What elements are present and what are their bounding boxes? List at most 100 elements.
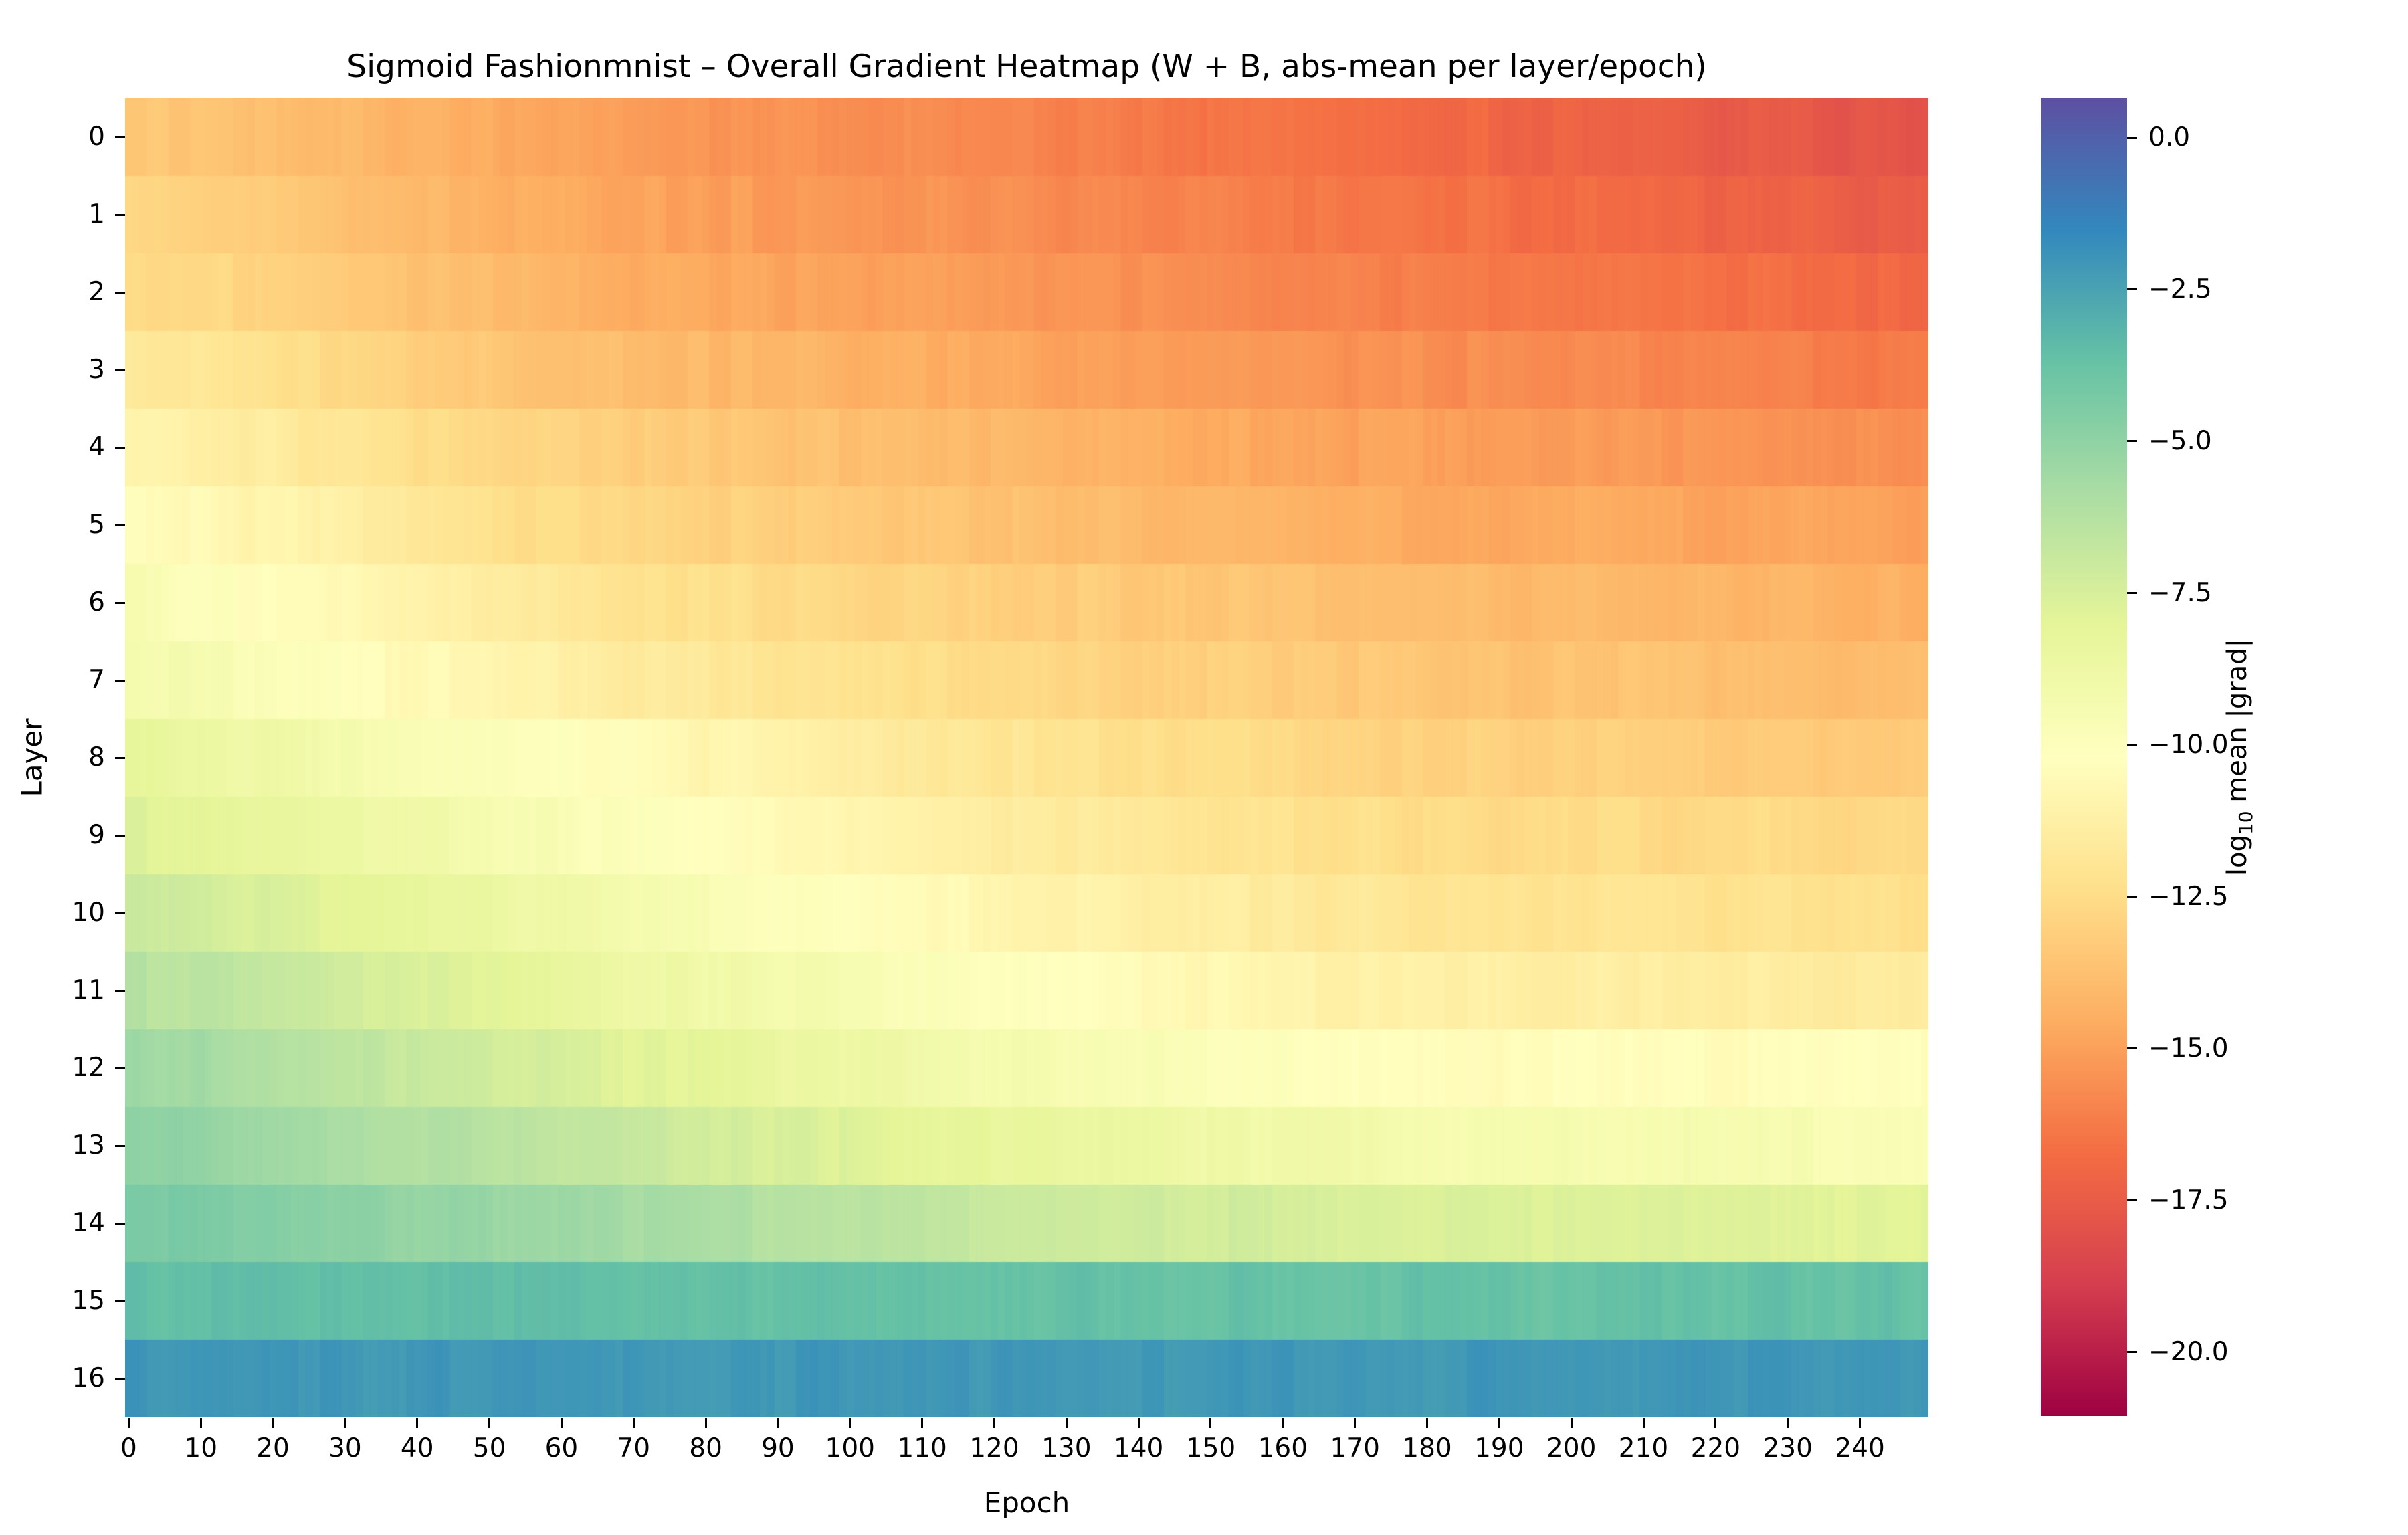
y-tick-label: 8 (88, 742, 105, 773)
x-tick-label: 210 (1618, 1433, 1669, 1463)
x-tick-mark (1065, 1418, 1068, 1428)
colorbar-label-subscript: 10 (2235, 811, 2257, 835)
x-tick-mark (416, 1418, 419, 1428)
y-axis-label-text: Layer (15, 718, 49, 797)
colorbar-tick-label: −10.0 (2148, 729, 2229, 760)
colorbar (2041, 98, 2127, 1416)
x-tick-mark (849, 1418, 851, 1428)
y-tick-mark (115, 912, 125, 914)
y-tick-mark (115, 369, 125, 371)
x-tick-label: 70 (617, 1433, 651, 1463)
y-tick-mark (115, 1377, 125, 1380)
x-tick-label: 230 (1763, 1433, 1813, 1463)
x-tick-mark (1642, 1418, 1645, 1428)
colorbar-tick-label: −7.5 (2148, 577, 2212, 608)
x-tick-label: 50 (472, 1433, 506, 1463)
y-tick-label: 9 (88, 820, 105, 850)
x-tick-label: 130 (1041, 1433, 1092, 1463)
y-tick-label: 15 (72, 1286, 105, 1316)
colorbar-tick-label: −20.0 (2148, 1336, 2229, 1367)
heatmap-canvas (125, 98, 1928, 1417)
colorbar-tick-label: 0.0 (2148, 122, 2191, 152)
x-axis-label: Epoch (983, 1486, 1070, 1519)
y-tick-mark (115, 601, 125, 604)
y-tick-mark (115, 756, 125, 759)
x-tick-label: 170 (1330, 1433, 1380, 1463)
x-tick-label: 0 (120, 1433, 137, 1463)
y-tick-label: 12 (72, 1053, 105, 1083)
colorbar-tick-mark (2127, 1047, 2137, 1050)
x-tick-mark (632, 1418, 635, 1428)
colorbar-tick-mark (2127, 136, 2137, 139)
x-tick-label: 40 (400, 1433, 434, 1463)
y-tick-mark (115, 291, 125, 294)
y-tick-mark (115, 446, 125, 449)
x-tick-label: 30 (328, 1433, 362, 1463)
y-tick-mark (115, 834, 125, 837)
x-tick-mark (344, 1418, 346, 1428)
x-tick-mark (199, 1418, 202, 1428)
x-tick-mark (272, 1418, 274, 1428)
x-tick-label: 220 (1690, 1433, 1741, 1463)
x-tick-mark (488, 1418, 491, 1428)
x-tick-label: 160 (1258, 1433, 1308, 1463)
y-tick-mark (115, 1144, 125, 1147)
colorbar-tick-label: −15.0 (2148, 1033, 2229, 1063)
colorbar-tick-label: −2.5 (2148, 274, 2212, 304)
y-tick-mark (115, 1222, 125, 1225)
x-tick-label: 190 (1474, 1433, 1524, 1463)
x-tick-mark (777, 1418, 779, 1428)
colorbar-label-prefix: log (2222, 835, 2253, 876)
colorbar-label-suffix: mean |grad| (2222, 638, 2253, 811)
x-tick-label: 120 (969, 1433, 1019, 1463)
colorbar-tick-label: −5.0 (2148, 425, 2212, 456)
y-tick-label: 3 (88, 354, 105, 385)
y-tick-mark (115, 1067, 125, 1069)
colorbar-tick-label: −12.5 (2148, 881, 2229, 912)
y-tick-label: 2 (88, 277, 105, 307)
x-tick-label: 20 (256, 1433, 290, 1463)
x-tick-mark (1282, 1418, 1284, 1428)
y-tick-label: 4 (88, 432, 105, 462)
colorbar-tick-mark (2127, 896, 2137, 898)
colorbar-tick-mark (2127, 592, 2137, 595)
colorbar-tick-mark (2127, 440, 2137, 443)
y-tick-label: 0 (88, 122, 105, 152)
y-tick-label: 16 (72, 1363, 105, 1393)
x-tick-label: 110 (897, 1433, 947, 1463)
colorbar-tick-mark (2127, 288, 2137, 291)
y-tick-mark (115, 136, 125, 138)
x-tick-mark (1859, 1418, 1862, 1428)
x-tick-label: 90 (761, 1433, 795, 1463)
y-tick-mark (115, 524, 125, 526)
x-tick-label: 240 (1835, 1433, 1885, 1463)
x-tick-mark (1714, 1418, 1717, 1428)
y-tick-label: 11 (72, 975, 105, 1005)
x-tick-mark (1787, 1418, 1789, 1428)
x-tick-label: 60 (544, 1433, 579, 1463)
x-tick-label: 100 (825, 1433, 875, 1463)
colorbar-label-text: log10 mean |grad| (2222, 639, 2257, 876)
colorbar-tick-mark (2127, 1351, 2137, 1354)
y-tick-mark (115, 989, 125, 992)
x-tick-mark (921, 1418, 924, 1428)
x-tick-label: 10 (184, 1433, 218, 1463)
y-tick-label: 6 (88, 587, 105, 617)
y-tick-mark (115, 679, 125, 682)
x-tick-mark (1498, 1418, 1500, 1428)
x-tick-mark (1426, 1418, 1428, 1428)
y-tick-label: 5 (88, 510, 105, 540)
colorbar-tick-mark (2127, 1199, 2137, 1202)
x-tick-mark (1209, 1418, 1212, 1428)
x-tick-mark (127, 1418, 130, 1428)
y-tick-label: 13 (72, 1130, 105, 1160)
y-tick-label: 7 (88, 665, 105, 695)
y-tick-label: 14 (72, 1208, 105, 1238)
x-tick-label: 140 (1113, 1433, 1164, 1463)
y-tick-label: 10 (72, 898, 105, 928)
chart-title: Sigmoid Fashionmnist – Overall Gradient … (346, 48, 1707, 85)
y-tick-mark (115, 213, 125, 216)
y-tick-mark (115, 1300, 125, 1302)
x-tick-mark (1570, 1418, 1573, 1428)
